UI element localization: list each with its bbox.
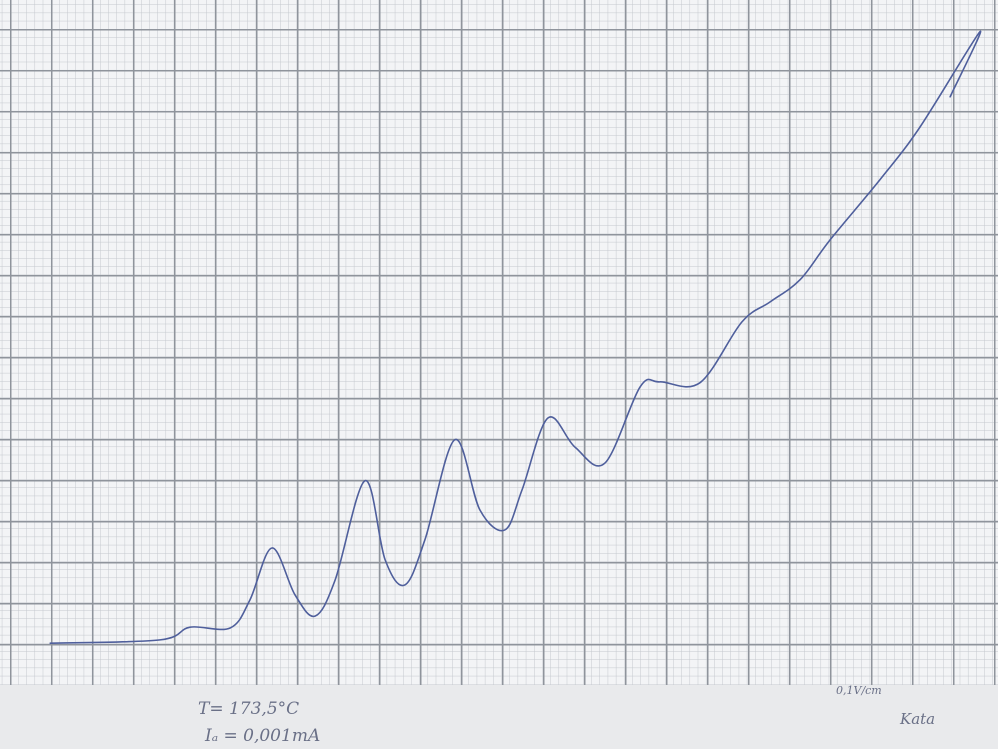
signature: Kata [899, 710, 935, 728]
annotation: 0,1V/cm [836, 684, 882, 697]
curve [49, 30, 982, 644]
annotation: T= 173,5°C [198, 699, 299, 719]
graph-paper [0, 0, 998, 685]
annotation: Iₐ = 0,001mA [204, 726, 320, 746]
